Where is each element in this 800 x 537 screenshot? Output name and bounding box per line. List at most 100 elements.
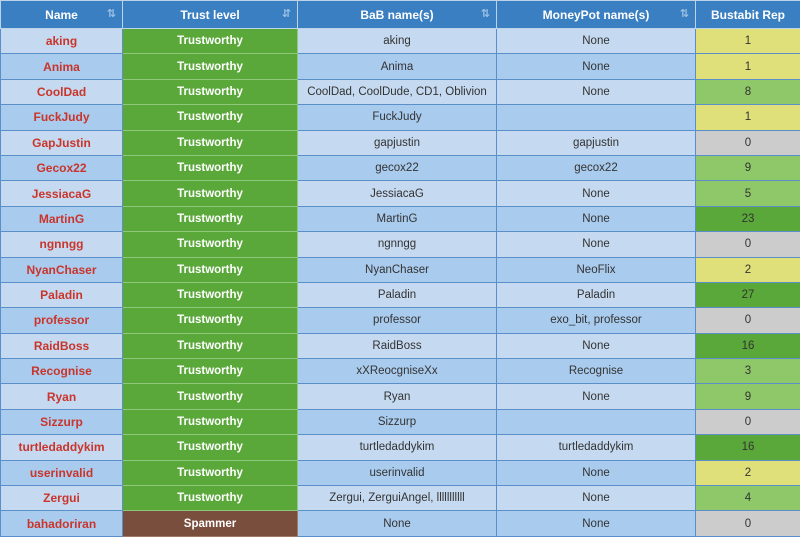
- cell-moneypot-names: turtledaddykim: [497, 435, 696, 460]
- cell-trust-level: Trustworthy: [123, 409, 298, 434]
- cell-bustabit-rep: 9: [696, 384, 800, 409]
- cell-bustabit-rep: 27: [696, 282, 800, 307]
- cell-trust-level: Trustworthy: [123, 460, 298, 485]
- cell-trust-level: Trustworthy: [123, 181, 298, 206]
- header-moneypot-names[interactable]: MoneyPot name(s) ⇅: [497, 1, 696, 29]
- cell-bab-names: NyanChaser: [298, 257, 497, 282]
- cell-trust-level: Spammer: [123, 511, 298, 536]
- cell-trust-level: Trustworthy: [123, 359, 298, 384]
- cell-bab-names: Paladin: [298, 282, 497, 307]
- cell-moneypot-names: gecox22: [497, 155, 696, 180]
- cell-bustabit-rep: 23: [696, 206, 800, 231]
- cell-bab-names: aking: [298, 29, 497, 54]
- cell-bustabit-rep: 16: [696, 435, 800, 460]
- cell-name: JessiacaG: [1, 181, 123, 206]
- cell-bab-names: turtledaddykim: [298, 435, 497, 460]
- header-bustabit-rep[interactable]: Bustabit Rep: [696, 1, 800, 29]
- cell-bab-names: professor: [298, 308, 497, 333]
- cell-bab-names: RaidBoss: [298, 333, 497, 358]
- cell-bustabit-rep: 4: [696, 486, 800, 511]
- cell-trust-level: Trustworthy: [123, 29, 298, 54]
- cell-moneypot-names: gapjustin: [497, 130, 696, 155]
- cell-bustabit-rep: 1: [696, 29, 800, 54]
- header-moneypot-label: MoneyPot name(s): [543, 8, 650, 22]
- cell-bustabit-rep: 9: [696, 155, 800, 180]
- cell-name: GapJustin: [1, 130, 123, 155]
- cell-bustabit-rep: 2: [696, 257, 800, 282]
- sort-active-icon[interactable]: ⇵: [282, 7, 291, 20]
- sort-icon[interactable]: ⇅: [680, 7, 689, 20]
- cell-trust-level: Trustworthy: [123, 130, 298, 155]
- cell-bab-names: userinvalid: [298, 460, 497, 485]
- header-bab-names[interactable]: BaB name(s)⇅: [298, 1, 497, 29]
- cell-moneypot-names: [497, 105, 696, 130]
- header-name[interactable]: Name⇅: [1, 1, 123, 29]
- cell-trust-level: Trustworthy: [123, 333, 298, 358]
- cell-trust-level: Trustworthy: [123, 232, 298, 257]
- cell-trust-level: Trustworthy: [123, 257, 298, 282]
- cell-name: Sizzurp: [1, 409, 123, 434]
- cell-name: Recognise: [1, 359, 123, 384]
- cell-moneypot-names: None: [497, 54, 696, 79]
- cell-bustabit-rep: 2: [696, 460, 800, 485]
- cell-bab-names: ngnngg: [298, 232, 497, 257]
- cell-moneypot-names: None: [497, 181, 696, 206]
- cell-bab-names: Sizzurp: [298, 409, 497, 434]
- cell-name: ngnngg: [1, 232, 123, 257]
- cell-moneypot-names: None: [497, 333, 696, 358]
- cell-name: bahadoriran: [1, 511, 123, 536]
- cell-moneypot-names: None: [497, 384, 696, 409]
- cell-moneypot-names: None: [497, 206, 696, 231]
- header-rep-label: Bustabit Rep: [711, 8, 785, 22]
- cell-name: Gecox22: [1, 155, 123, 180]
- cell-moneypot-names: None: [497, 486, 696, 511]
- cell-trust-level: Trustworthy: [123, 384, 298, 409]
- cell-bab-names: gecox22: [298, 155, 497, 180]
- cell-bustabit-rep: 0: [696, 409, 800, 434]
- cell-bustabit-rep: 1: [696, 54, 800, 79]
- cell-moneypot-names: NeoFlix: [497, 257, 696, 282]
- cell-bustabit-rep: 0: [696, 308, 800, 333]
- cell-trust-level: Trustworthy: [123, 308, 298, 333]
- header-trust-label: Trust level: [180, 8, 239, 22]
- cell-name: userinvalid: [1, 460, 123, 485]
- cell-bab-names: None: [298, 511, 497, 536]
- cell-bab-names: CoolDad, CoolDude, CD1, Oblivion: [298, 79, 497, 104]
- sort-icon[interactable]: ⇅: [107, 7, 116, 20]
- cell-bab-names: Anima: [298, 54, 497, 79]
- cell-bustabit-rep: 5: [696, 181, 800, 206]
- header-trust-level[interactable]: Trust level ⇵: [123, 1, 298, 29]
- cell-name: aking: [1, 29, 123, 54]
- sort-icon[interactable]: ⇅: [481, 7, 490, 20]
- header-row: Name⇅ Trust level ⇵ BaB name(s)⇅ MoneyPot…: [1, 1, 800, 29]
- cell-moneypot-names: None: [497, 29, 696, 54]
- cell-name: Anima: [1, 54, 123, 79]
- cell-bab-names: MartinG: [298, 206, 497, 231]
- cell-name: MartinG: [1, 206, 123, 231]
- cell-name: Ryan: [1, 384, 123, 409]
- cell-name: RaidBoss: [1, 333, 123, 358]
- cell-moneypot-names: Recognise: [497, 359, 696, 384]
- cell-bab-names: Ryan: [298, 384, 497, 409]
- cell-bustabit-rep: 0: [696, 232, 800, 257]
- cell-name: CoolDad: [1, 79, 123, 104]
- cell-bustabit-rep: 3: [696, 359, 800, 384]
- cell-bab-names: FuckJudy: [298, 105, 497, 130]
